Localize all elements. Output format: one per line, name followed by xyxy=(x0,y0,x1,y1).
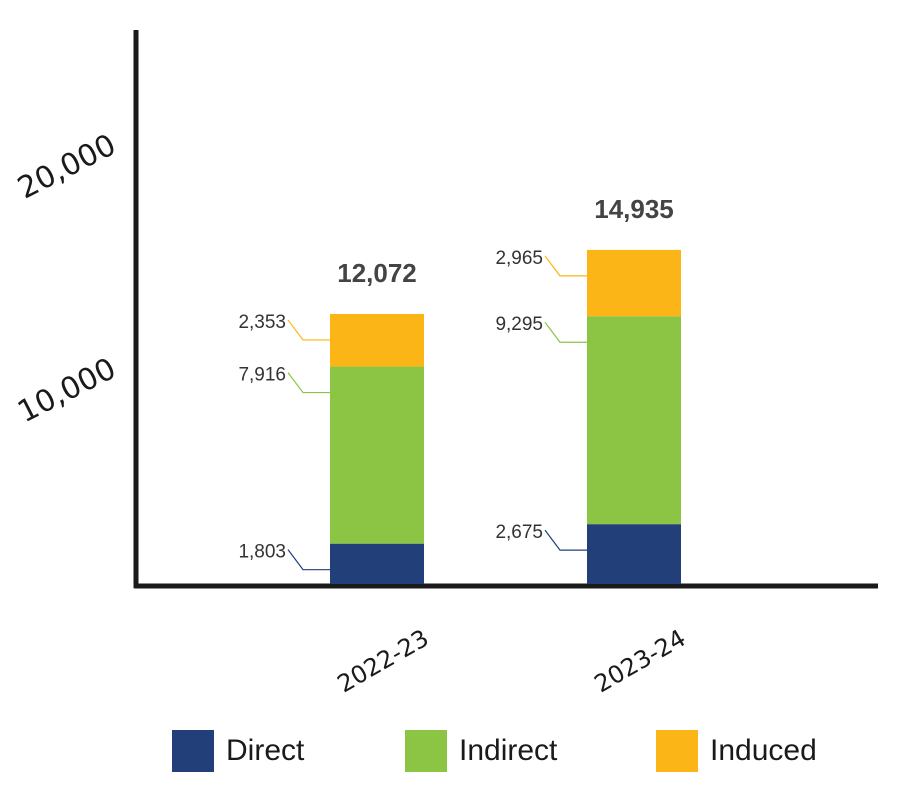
leader-line xyxy=(544,529,587,551)
segment-value-label: 9,295 xyxy=(495,314,543,335)
bar-segment-direct xyxy=(587,524,681,584)
legend: Direct Indirect Induced xyxy=(0,726,900,776)
segment-value-label: 2,353 xyxy=(238,312,286,333)
bar-segment-induced xyxy=(330,313,424,367)
legend-label: Indirect xyxy=(459,734,558,767)
legend-item-direct: Direct xyxy=(172,726,304,776)
legend-swatch xyxy=(172,730,214,772)
leader-line xyxy=(287,319,330,341)
bar-segment-direct xyxy=(330,543,424,584)
bar-segment-indirect xyxy=(330,366,424,544)
bar-segment-induced xyxy=(587,249,681,317)
leader-line xyxy=(287,372,330,394)
leader-line xyxy=(287,549,330,571)
segment-value-label: 7,916 xyxy=(238,365,286,386)
leader-line xyxy=(544,321,587,343)
y-tick-label: 10,000 xyxy=(12,351,121,430)
x-tick-label: 2022-23 xyxy=(333,624,434,698)
legend-item-indirect: Indirect xyxy=(405,726,557,776)
total-value-label: 14,935 xyxy=(594,194,674,224)
legend-swatch xyxy=(656,730,698,772)
segment-value-label: 1,803 xyxy=(238,542,286,563)
bar-segment-indirect xyxy=(587,316,681,525)
segment-value-label: 2,965 xyxy=(495,248,543,269)
legend-item-induced: Induced xyxy=(656,726,817,776)
y-tick-label: 20,000 xyxy=(12,128,121,207)
leader-line xyxy=(544,255,587,277)
stacked-bar-chart: 10,000 20,000 1,803 7,916 2,353 12,072 2,675 9… xyxy=(12,30,878,698)
x-tick-label: 2023-24 xyxy=(590,624,691,698)
legend-label: Induced xyxy=(710,734,817,767)
segment-value-label: 2,675 xyxy=(495,522,543,543)
total-value-label: 12,072 xyxy=(337,258,417,288)
legend-swatch xyxy=(405,730,447,772)
legend-label: Direct xyxy=(226,734,305,767)
